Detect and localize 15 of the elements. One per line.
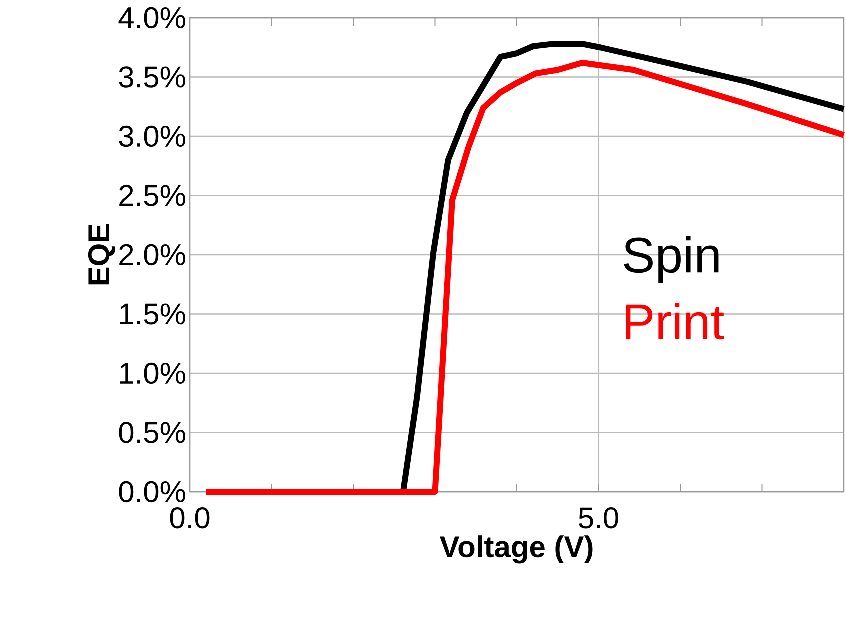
y-tick-label: 2.0% <box>120 244 186 266</box>
y-tick-label: 4.0% <box>118 7 186 29</box>
text: Print <box>626 303 724 340</box>
x-axis-title: Voltage (V) <box>440 536 593 564</box>
y-axis-title: EQE <box>88 224 116 285</box>
y-tick-label: 0.0% <box>119 481 186 503</box>
text: Spin <box>624 236 719 284</box>
y-tick-label: 3.0% <box>119 126 186 148</box>
x-tick-label: 0.0 <box>170 508 210 529</box>
y-tick-label: 1.0% <box>120 362 186 384</box>
y-tick-label: 1.5% <box>120 304 186 325</box>
y-tick-label: 3.5% <box>119 66 186 88</box>
x-tick-label: 5.0 <box>579 508 618 529</box>
y-tick-label: 2.5% <box>120 185 186 206</box>
y-tick-label: 0.5% <box>119 422 186 444</box>
